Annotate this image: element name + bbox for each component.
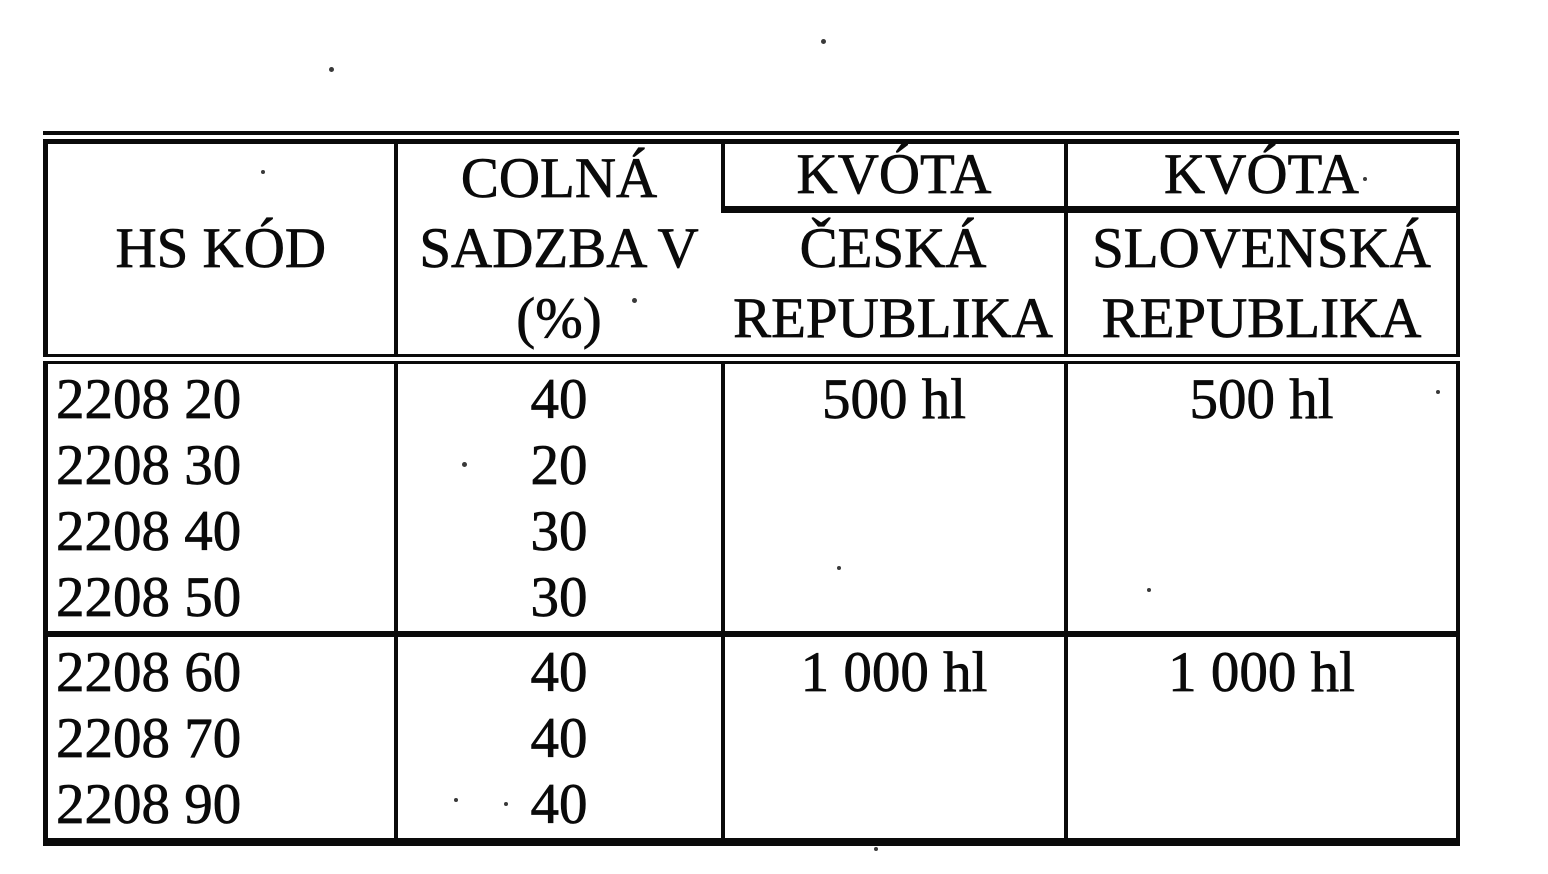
header-colna-line: (%) bbox=[516, 287, 602, 350]
header-colna-line: COLNÁ bbox=[460, 147, 658, 211]
header-row-bottom: ČESKÁ REPUBLIKA SLOVENSKÁ REPUBLIKA bbox=[46, 209, 1458, 365]
header-kvota-slovenska-label: KVÓTA bbox=[1063, 141, 1458, 214]
header-colna-sadzba: COLNÁ SADZBA V (%) bbox=[393, 141, 723, 364]
hs-code-value: 2208 50 bbox=[56, 566, 242, 629]
header-region-line: REPUBLIKA bbox=[1101, 286, 1422, 350]
header-kvota-ceska-label: KVÓTA bbox=[720, 141, 1066, 214]
hs-code-value: 2208 60 bbox=[56, 641, 242, 705]
duty-rate-value: 20 bbox=[530, 434, 588, 498]
duty-rate-cell: 40 20 30 30 bbox=[393, 359, 723, 637]
scan-speck bbox=[821, 39, 826, 44]
table-row-block-1: 2208 20 2208 30 2208 40 2208 50 40 20 30… bbox=[45, 359, 1458, 637]
hs-code-value: 2208 70 bbox=[56, 707, 242, 771]
quota-value-ceska: 500 hl bbox=[720, 359, 1066, 637]
quota-value-slovenska: 500 hl bbox=[1063, 359, 1458, 637]
tariff-quota-table-grid: HS KÓD COLNÁ SADZBA V (%) KVÓTA KVÓTA ČE… bbox=[43, 139, 1460, 846]
scan-speck bbox=[329, 67, 334, 72]
header-region-line: ČESKÁ bbox=[799, 216, 987, 280]
duty-rate-value: 40 bbox=[530, 368, 588, 432]
duty-rate-value: 40 bbox=[530, 773, 588, 837]
scan-speck bbox=[874, 847, 878, 851]
hs-code-cell: 2208 60 2208 70 2208 90 bbox=[46, 634, 396, 842]
header-hs-kod: HS KÓD bbox=[45, 141, 396, 364]
header-region-line: REPUBLIKA bbox=[733, 286, 1054, 350]
duty-rate-value: 30 bbox=[530, 566, 588, 629]
hs-code-value: 2208 40 bbox=[56, 500, 242, 564]
header-colna-line: SADZBA V bbox=[419, 217, 699, 281]
hs-code-value: 2208 20 bbox=[56, 368, 242, 432]
hs-code-cell: 2208 20 2208 30 2208 40 2208 50 bbox=[45, 359, 396, 637]
header-row-top: HS KÓD COLNÁ SADZBA V (%) KVÓTA KVÓTA bbox=[45, 141, 1458, 364]
duty-rate-value: 40 bbox=[530, 707, 588, 771]
quota-value-ceska: 1 000 hl bbox=[720, 634, 1066, 842]
table-row-block-2: 2208 60 2208 70 2208 90 40 40 40 1 000 h… bbox=[46, 634, 1458, 842]
duty-rate-value: 40 bbox=[530, 641, 588, 705]
hs-code-value: 2208 90 bbox=[56, 773, 242, 837]
header-region-ceska: ČESKÁ REPUBLIKA bbox=[722, 209, 1066, 365]
header-region-slovenska: SLOVENSKÁ REPUBLIKA bbox=[1063, 209, 1458, 365]
header-region-line: SLOVENSKÁ bbox=[1092, 216, 1432, 280]
quota-value-slovenska: 1 000 hl bbox=[1063, 634, 1458, 842]
duty-rate-cell: 40 40 40 bbox=[393, 634, 723, 842]
tariff-quota-table: HS KÓD COLNÁ SADZBA V (%) KVÓTA KVÓTA ČE… bbox=[43, 131, 1460, 846]
hs-code-value: 2208 30 bbox=[56, 434, 242, 498]
duty-rate-value: 30 bbox=[530, 500, 588, 564]
